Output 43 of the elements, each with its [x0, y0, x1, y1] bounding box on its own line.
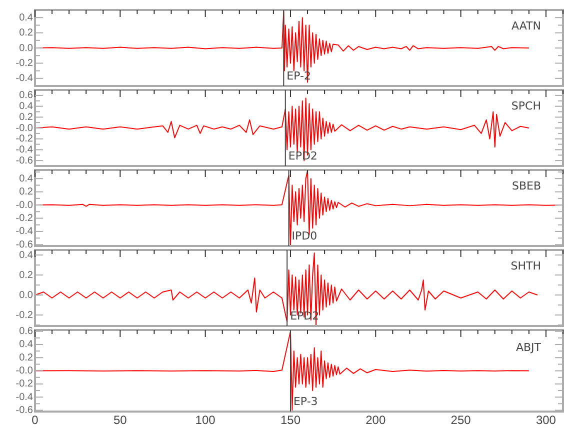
series-label: AATN — [512, 20, 541, 33]
y-tick-label: 0.2 — [19, 186, 34, 198]
y-tick-label: -0.4 — [16, 392, 34, 403]
y-tick-label: 0.2 — [19, 112, 34, 123]
y-tick-label: -0.6 — [16, 239, 34, 250]
y-tick-label: -0.0 — [16, 200, 34, 211]
y-tick-label: -0.4 — [16, 73, 34, 84]
y-tick-label: 0.2 — [19, 28, 34, 39]
y-tick-label: -0.4 — [16, 144, 34, 156]
y-tick-label: -0.4 — [16, 226, 34, 238]
x-tick-label: 250 — [450, 413, 472, 428]
y-tick-label: -0.2 — [16, 58, 34, 69]
y-tick-label: -0.2 — [16, 378, 34, 390]
y-tick-label: 0.6 — [19, 326, 34, 338]
y-tick-label: -0.6 — [16, 155, 34, 166]
series-label: ABJT — [516, 340, 542, 354]
y-tick-label: -0.2 — [16, 212, 34, 224]
y-tick-label: -0.0 — [16, 122, 34, 134]
y-tick-label: -0.0 — [16, 366, 34, 377]
x-tick-label: 100 — [195, 413, 216, 428]
y-tick-label: 0.2 — [19, 352, 34, 364]
x-tick-label: 150 — [280, 413, 301, 428]
y-tick-label: 0.4 — [19, 250, 34, 261]
series-label: SBEB — [512, 180, 541, 193]
x-tick-label: 50 — [113, 413, 128, 428]
y-tick-label: -0.2 — [16, 310, 34, 321]
x-tick-label: 200 — [366, 413, 386, 428]
ref-line-label: EP-3 — [293, 394, 318, 408]
ref-line-label: IPD0 — [292, 229, 318, 242]
y-tick-label: 0.2 — [19, 270, 34, 281]
x-tick-label: 300 — [536, 413, 556, 428]
y-tick-label: -0.6 — [16, 405, 34, 416]
y-tick-label: 0.0 — [19, 290, 34, 301]
series-label: SPCH — [511, 100, 541, 113]
y-tick-label: 0.6 — [19, 90, 34, 102]
y-tick-label: 0.4 — [19, 12, 34, 24]
y-tick-label: -0.2 — [16, 134, 34, 145]
y-tick-label: 0.4 — [19, 339, 34, 350]
x-tick-label: 0 — [32, 413, 39, 428]
y-tick-label: 0.4 — [19, 101, 34, 112]
y-tick-label: 0.0 — [19, 42, 34, 54]
series-label: SHTH — [510, 260, 541, 273]
y-tick-label: 0.4 — [19, 173, 34, 184]
